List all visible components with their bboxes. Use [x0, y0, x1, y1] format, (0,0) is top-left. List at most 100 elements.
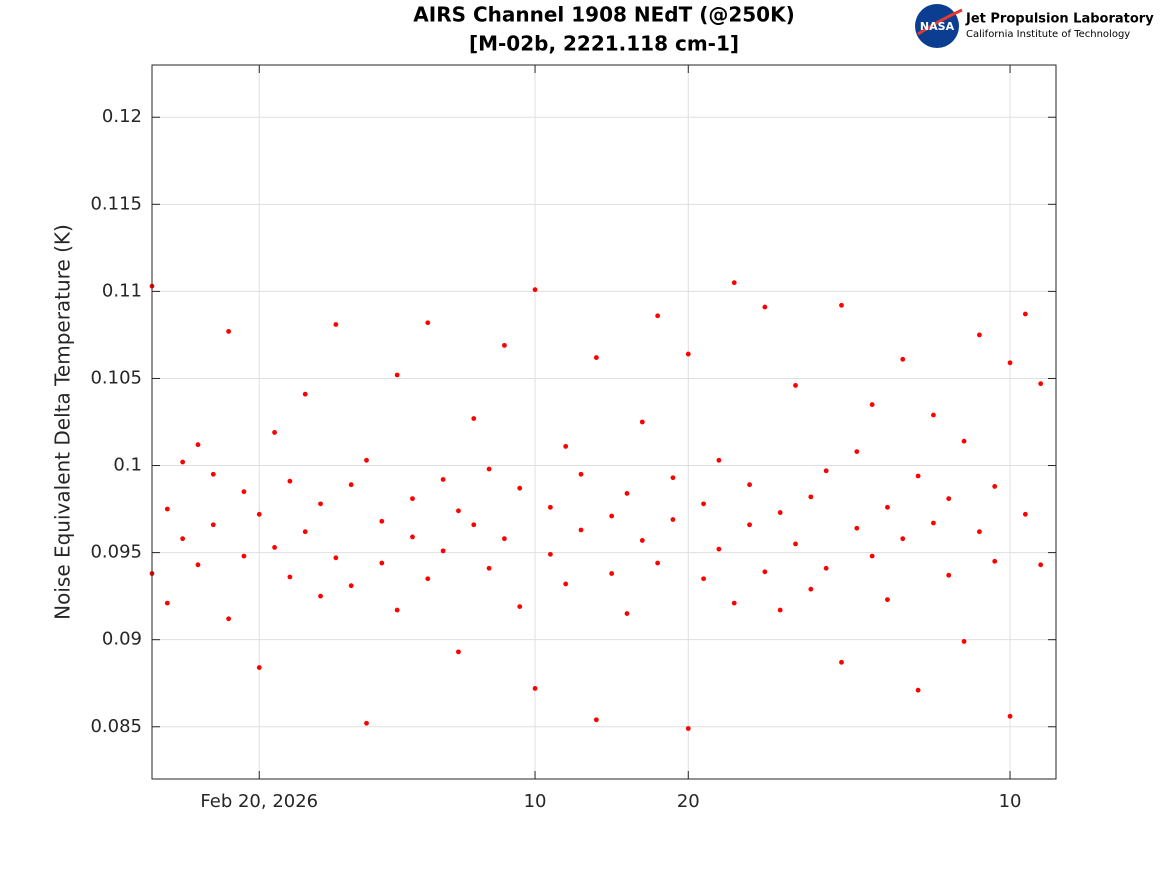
data-point: [502, 342, 507, 348]
logo-swoosh: [917, 8, 963, 36]
data-point: [976, 529, 982, 535]
data-point: [241, 489, 247, 495]
data-point: [747, 522, 752, 528]
data-point: [164, 600, 170, 606]
data-point: [1038, 381, 1044, 387]
data-point: [256, 511, 262, 517]
data-point: [517, 604, 523, 609]
data-point: [931, 520, 936, 526]
data-point: [639, 538, 645, 543]
data-point: [394, 372, 400, 378]
logo-name: Jet Propulsion Laboratory: [965, 12, 1154, 27]
data-point: [1007, 360, 1013, 366]
data-point: [1007, 713, 1013, 719]
data-point: [808, 586, 814, 592]
data-point: [195, 442, 201, 448]
data-point: [195, 562, 201, 568]
y-axis-label: Noise Equivalent Delta Temperature (K): [51, 224, 75, 620]
data-point: [731, 280, 737, 286]
data-point: [961, 639, 967, 644]
data-point: [486, 565, 492, 571]
plot-frame: [151, 64, 1057, 780]
data-point: [563, 443, 569, 449]
data-point: [747, 482, 752, 488]
data-point: [379, 560, 385, 566]
data-point: [793, 383, 798, 388]
data-point: [639, 419, 645, 425]
data-point: [1038, 562, 1044, 568]
chart-title: AIRS Channel 1908 NEdT (@250K): [413, 3, 794, 27]
data-point: [440, 548, 446, 554]
logo: NASA Jet Propulsion Laboratory Californi…: [915, 4, 1154, 48]
data-point: [425, 576, 431, 582]
data-point: [456, 508, 461, 514]
data-point: [532, 287, 538, 293]
data-point: [839, 302, 844, 308]
data-point: [777, 607, 783, 613]
data-point: [885, 597, 890, 603]
data-point: [547, 551, 553, 557]
data-point: [532, 686, 538, 691]
data-point: [256, 665, 262, 670]
logo-badge: [915, 4, 959, 48]
data-point: [685, 351, 691, 357]
x-tick-label: Feb 20, 2026: [200, 791, 318, 812]
data-point: [364, 720, 369, 726]
data-point: [333, 322, 339, 327]
data-point: [486, 466, 492, 472]
data-point: [1022, 511, 1028, 517]
data-point: [593, 717, 599, 723]
data-point: [992, 484, 998, 489]
data-point: [578, 471, 584, 477]
data-point: [287, 574, 293, 580]
points: [149, 280, 1044, 731]
data-point: [364, 457, 369, 463]
data-point: [502, 536, 507, 542]
data-point: [180, 459, 186, 465]
data-point: [593, 355, 599, 360]
data-point: [900, 356, 906, 362]
data-point: [854, 525, 860, 531]
data-point: [839, 659, 844, 665]
data-point: [900, 536, 906, 542]
data-point: [471, 416, 477, 421]
data-point: [272, 544, 277, 550]
y-tick-label: 0.115: [90, 193, 142, 214]
data-point: [410, 496, 415, 502]
data-point: [885, 504, 890, 510]
data-point: [777, 510, 783, 515]
data-point: [961, 438, 967, 444]
grid: [152, 65, 1056, 779]
x-tick-label: 10: [999, 791, 1022, 812]
data-point: [670, 475, 676, 481]
data-point: [762, 304, 768, 310]
y-tick-label: 0.095: [90, 542, 142, 563]
data-point: [226, 329, 232, 334]
data-point: [854, 449, 860, 455]
data-point: [302, 391, 308, 397]
data-point: [394, 607, 400, 613]
data-point: [701, 576, 706, 582]
y-tick-label: 0.1: [113, 455, 142, 476]
data-point: [547, 504, 553, 510]
data-point: [318, 593, 323, 599]
data-point: [992, 558, 998, 564]
data-point: [655, 313, 661, 319]
chart-subtitle: [M-02b, 2221.118 cm-1]: [469, 32, 739, 56]
data-point: [333, 555, 339, 561]
data-point: [655, 560, 661, 566]
y-tick-label: 0.105: [90, 367, 142, 388]
logo-badge-text: NASA: [920, 20, 955, 33]
data-point: [210, 471, 216, 477]
data-point: [701, 501, 706, 507]
data-point: [272, 430, 277, 435]
data-point: [302, 529, 308, 535]
y-tick-label: 0.12: [102, 106, 142, 127]
data-point: [471, 522, 477, 528]
data-point: [1022, 311, 1028, 317]
data-point: [456, 649, 461, 655]
data-point: [226, 616, 232, 622]
